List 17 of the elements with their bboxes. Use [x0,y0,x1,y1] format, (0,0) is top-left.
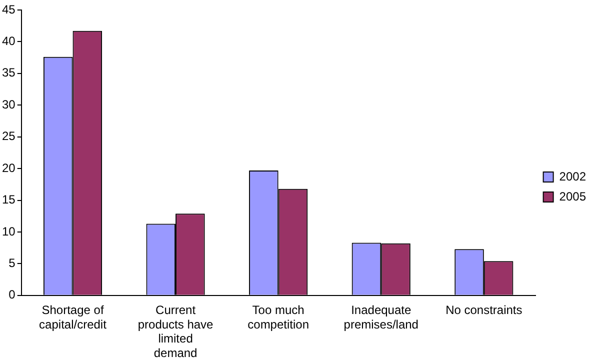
y-tick-label: 30 [2,97,16,112]
x-tick-label: Current products have limited demand [138,302,214,360]
y-tick-label: 5 [8,256,16,270]
y-tick-label: 25 [2,129,16,144]
y-tick-label: 20 [2,160,16,175]
x-tick-label: Too much competition [248,302,310,332]
y-tick-label: 40 [2,34,16,48]
x-tick-label: No constraints [446,302,522,317]
x-tick-label: Inadequate premises/land [344,302,418,332]
y-tick-label: 45 [2,2,16,16]
legend-label: 2002 [559,169,586,184]
legend-label: 2005 [559,189,586,204]
x-tick-label: Shortage of capital/credit [39,302,108,332]
y-tick-label: 10 [2,224,16,238]
y-tick-label: 15 [2,192,16,207]
y-tick-label: 0 [8,288,16,302]
y-tick-label: 35 [2,66,16,80]
